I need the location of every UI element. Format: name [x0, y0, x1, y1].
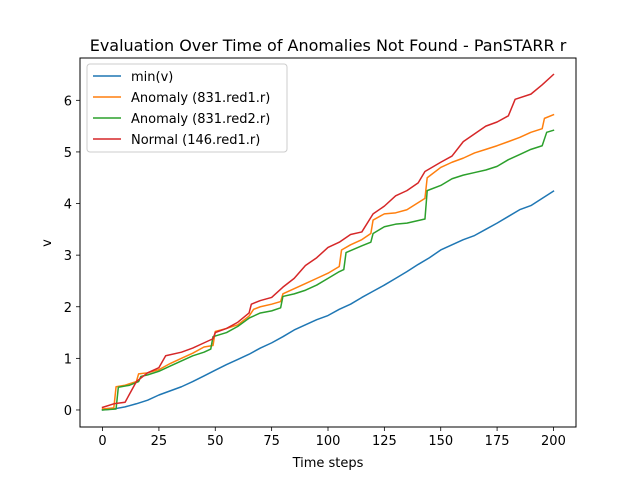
y-tick-label-3: 3	[64, 249, 72, 264]
x-tick-label-0: 0	[98, 434, 106, 449]
y-axis-label: v	[40, 239, 55, 247]
y-tick-label-5: 5	[64, 146, 72, 161]
legend-label-3: Normal (146.red1.r)	[131, 133, 260, 148]
x-tick-label-6: 150	[428, 434, 453, 449]
legend-label-0: min(v)	[131, 70, 173, 85]
series-line-1	[101, 113, 555, 410]
x-tick-label-5: 125	[372, 434, 397, 449]
x-tick-label-3: 75	[263, 434, 280, 449]
x-tick-label-2: 50	[207, 434, 224, 449]
y-tick-label-4: 4	[64, 198, 72, 213]
legend-label-2: Anomaly (831.red2.r)	[131, 112, 270, 127]
y-axis: 0 1 2 3 4 5 6	[64, 94, 80, 419]
legend: min(v) Anomaly (831.red1.r) Anomaly (831.r…	[86, 63, 288, 153]
x-tick-label-8: 200	[541, 434, 566, 449]
series-line-0	[101, 190, 555, 411]
legend-label-1: Anomaly (831.red1.r)	[131, 91, 270, 106]
legend-box	[86, 63, 288, 153]
series-layer	[101, 73, 555, 411]
x-tick-label-7: 175	[485, 434, 510, 449]
y-tick-label-6: 6	[64, 94, 72, 109]
x-axis: 0 25 50 75 100 125 150 175 200	[98, 427, 566, 449]
x-axis-label: Time steps	[292, 456, 364, 471]
chart-title: Evaluation Over Time of Anomalies Not Fo…	[90, 36, 567, 55]
y-tick-label-1: 1	[64, 352, 72, 367]
x-tick-label-1: 25	[151, 434, 168, 449]
series-line-2	[101, 129, 555, 411]
y-tick-label-0: 0	[64, 404, 72, 419]
y-tick-label-2: 2	[64, 301, 72, 316]
x-tick-label-4: 100	[316, 434, 341, 449]
series-line-3	[101, 73, 555, 409]
